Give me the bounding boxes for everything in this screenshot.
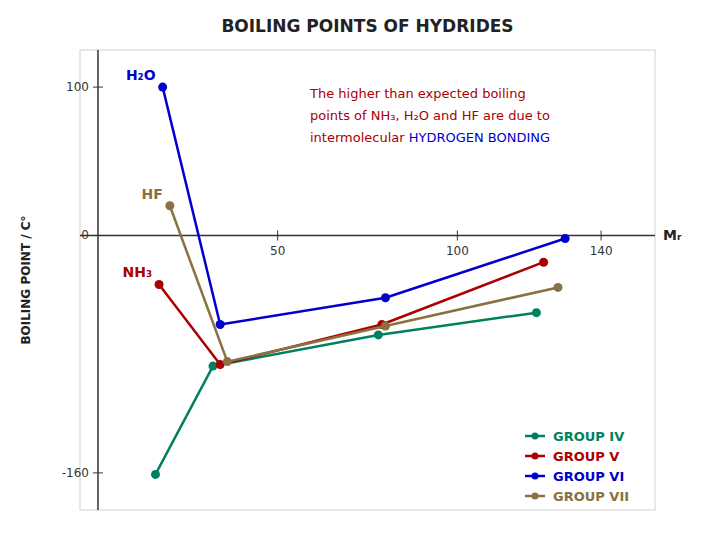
point — [553, 283, 562, 292]
note-text: HYDROGEN BONDING — [409, 130, 550, 145]
x-tick — [601, 230, 602, 240]
note-line: The higher than expected boiling — [309, 86, 526, 101]
point — [216, 320, 225, 329]
series-line — [170, 206, 558, 362]
point-annotation: H₂O — [126, 67, 156, 83]
legend-label: GROUP IV — [553, 429, 624, 444]
note-text: The higher than expected boiling — [309, 86, 526, 101]
chart: 50 100 140 100 0 -160 Mᵣ BOILING POINT / C° BOIL… — [0, 0, 720, 540]
legend-marker — [532, 433, 539, 440]
note-line: intermolecular HYDROGEN BONDING — [310, 130, 550, 145]
point — [223, 357, 232, 366]
y-tick — [93, 235, 103, 236]
point — [158, 83, 167, 92]
plot-area — [151, 83, 570, 479]
y-tick-label: 100 — [66, 80, 89, 94]
title: BOILING POINTS OF HYDRIDES — [221, 16, 513, 36]
legend-marker — [532, 473, 539, 480]
y-axis — [97, 50, 99, 510]
point — [561, 234, 570, 243]
x-tick-label: 50 — [270, 244, 285, 258]
legend-label: GROUP VI — [553, 469, 624, 484]
x-tick-label: 140 — [590, 244, 613, 258]
point-annotation: HF — [142, 186, 163, 202]
point — [151, 470, 160, 479]
note-text: intermolecular — [310, 130, 409, 145]
x-tick — [457, 230, 458, 240]
point — [381, 293, 390, 302]
series-line — [163, 87, 566, 324]
note-line: points of NH₃, H₂O and HF are due to — [310, 108, 550, 123]
point — [532, 308, 541, 317]
legend-marker — [532, 493, 539, 500]
legend-label: GROUP VII — [553, 489, 629, 504]
legend-marker — [532, 453, 539, 460]
plot-frame — [80, 50, 655, 510]
y-tick — [93, 87, 103, 88]
point-annotation: NH₃ — [122, 264, 152, 280]
x-tick — [277, 230, 278, 240]
series-line — [155, 313, 536, 475]
point — [155, 280, 164, 289]
y-axis-label: BOILING POINT / C° — [19, 215, 33, 344]
y-tick-label: -160 — [62, 466, 89, 480]
y-tick — [93, 472, 103, 473]
point — [165, 201, 174, 210]
x-axis-label: Mᵣ — [663, 227, 682, 243]
point — [381, 322, 390, 331]
y-tick-label: 0 — [81, 228, 89, 242]
legend: GROUP IV GROUP V GROUP VI GROUP VII — [525, 429, 629, 504]
note-text: points of NH₃, H₂O and HF are due to — [310, 108, 550, 123]
x-tick-label: 100 — [446, 244, 469, 258]
legend-label: GROUP V — [553, 449, 619, 464]
point — [374, 330, 383, 339]
point — [539, 258, 548, 267]
